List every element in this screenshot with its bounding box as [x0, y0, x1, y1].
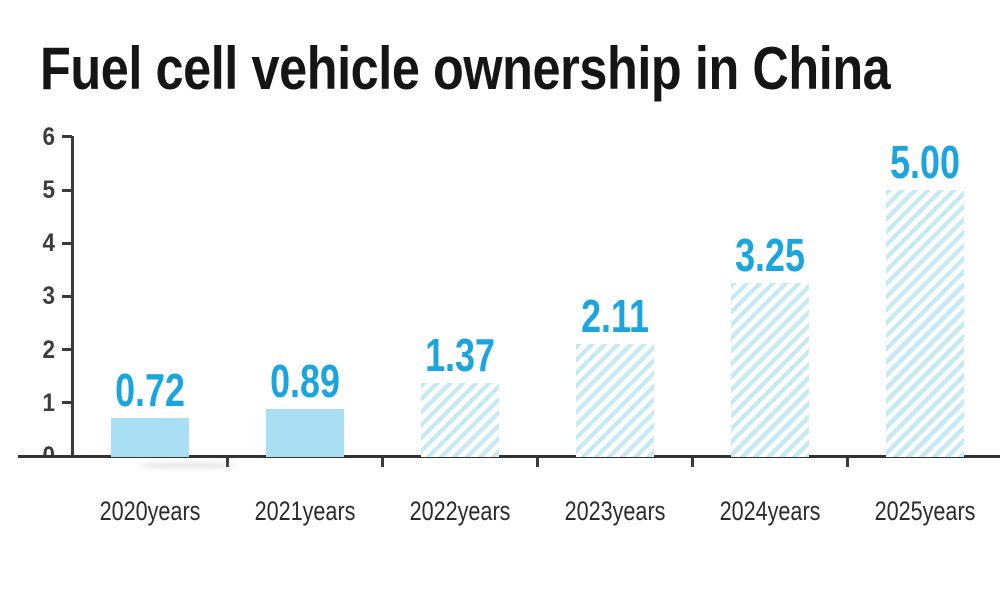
chart-title: Fuel cell vehicle ownership in China: [40, 35, 891, 102]
x-tick: [846, 458, 849, 467]
y-tick: [62, 348, 72, 352]
x-tick: [226, 458, 229, 467]
y-tick: [62, 135, 72, 139]
y-tick: [62, 401, 72, 405]
x-category-label-2021: 2021years: [254, 496, 356, 526]
value-label-2025: 5.00: [890, 136, 960, 189]
value-label-2024: 3.25: [735, 229, 805, 282]
bar-2021: [266, 408, 344, 457]
y-tick-label: 0: [42, 441, 55, 457]
artifact-smudge: [138, 462, 238, 469]
x-tick: [691, 458, 694, 467]
y-tick-label: 3: [42, 282, 55, 311]
value-label-2020: 0.72: [115, 363, 185, 416]
x-tick: [536, 458, 539, 467]
x-category-label-2022: 2022years: [409, 496, 511, 526]
value-label-2022: 1.37: [425, 329, 495, 382]
bar-2023: [576, 343, 654, 457]
y-axis-line: [71, 135, 74, 457]
value-label-2021: 0.89: [270, 354, 340, 407]
y-tick-label: 2: [42, 335, 55, 364]
x-category-label-2024: 2024years: [719, 496, 821, 526]
x-category-label-2020: 2020years: [99, 496, 201, 526]
y-tick: [62, 241, 72, 245]
y-tick-label: 1: [42, 388, 55, 417]
y-tick-label: 6: [42, 122, 55, 151]
y-axis-labels: 0 1 2 3 4 5 6: [0, 120, 57, 457]
x-axis-line: [18, 455, 1000, 458]
bar-2025: [886, 190, 964, 457]
y-tick-label: 4: [42, 229, 55, 258]
y-tick-label: 5: [42, 176, 55, 205]
bar-2020: [111, 417, 189, 457]
x-category-label-2023: 2023years: [564, 496, 666, 526]
x-category-label-2025: 2025years: [874, 496, 976, 526]
y-tick: [62, 188, 72, 192]
x-tick: [381, 458, 384, 467]
bar-2024: [731, 283, 809, 457]
bar-2022: [421, 383, 499, 457]
value-label-2023: 2.11: [581, 289, 649, 342]
y-tick: [62, 294, 72, 298]
